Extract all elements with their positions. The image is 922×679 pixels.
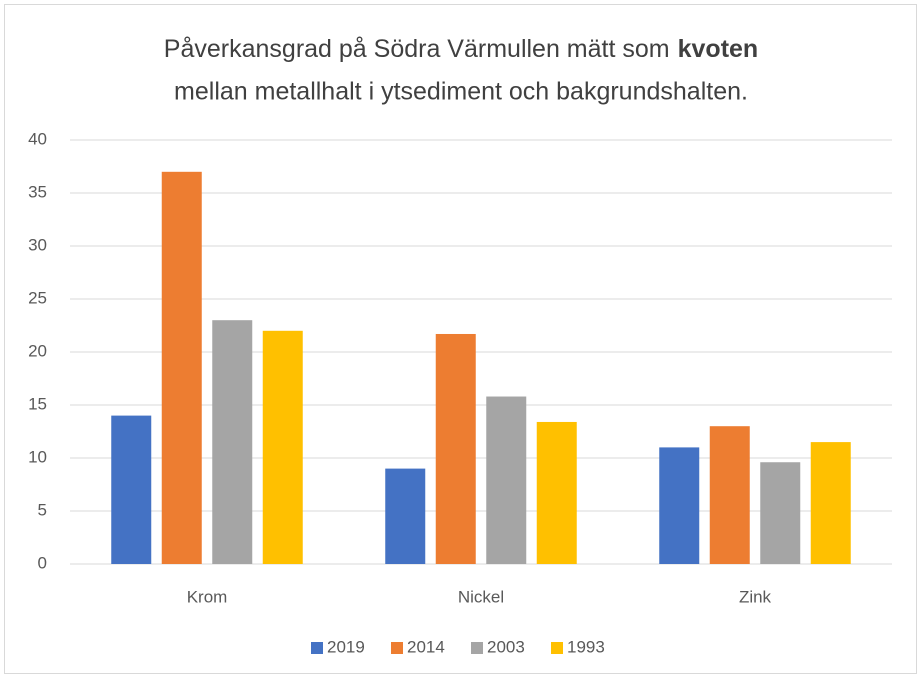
- bar: [385, 468, 426, 564]
- bar: [161, 171, 202, 565]
- y-tick-label: 40: [28, 129, 47, 148]
- bar: [212, 320, 253, 564]
- y-tick-label: 20: [28, 341, 47, 360]
- y-tick-label: 35: [28, 182, 47, 201]
- title-part: Påverkansgrad på Södra Värmullen mätt so…: [164, 35, 670, 63]
- y-tick-label: 25: [28, 288, 47, 307]
- y-tick-label: 5: [38, 500, 47, 519]
- legend-label: 2014: [407, 637, 445, 656]
- bar: [709, 426, 750, 564]
- legend-swatch: [551, 642, 563, 654]
- y-tick-label: 0: [38, 553, 47, 572]
- chart-title-line: mellan metallhalt i ytsediment och bakgr…: [174, 78, 748, 106]
- bar: [810, 442, 851, 564]
- bar: [659, 447, 700, 564]
- bar: [486, 396, 527, 564]
- x-tick-label: Nickel: [458, 587, 504, 606]
- x-tick-label: Zink: [739, 587, 772, 606]
- bar: [435, 333, 476, 564]
- legend-label: 1993: [567, 637, 605, 656]
- bar: [111, 415, 152, 564]
- chart-title-line: Påverkansgrad på Södra Värmullen mätt so…: [164, 35, 758, 63]
- legend-swatch: [471, 642, 483, 654]
- legend-swatch: [311, 642, 323, 654]
- legend-label: 2003: [487, 637, 525, 656]
- bar: [760, 462, 801, 564]
- x-tick-label: Krom: [187, 587, 228, 606]
- title-bold: kvoten: [678, 35, 759, 63]
- bar: [536, 421, 577, 564]
- y-tick-label: 30: [28, 235, 47, 254]
- y-tick-label: 10: [28, 447, 47, 466]
- y-tick-label: 15: [28, 394, 47, 413]
- legend-swatch: [391, 642, 403, 654]
- legend-label: 2019: [327, 637, 365, 656]
- bar: [262, 330, 303, 564]
